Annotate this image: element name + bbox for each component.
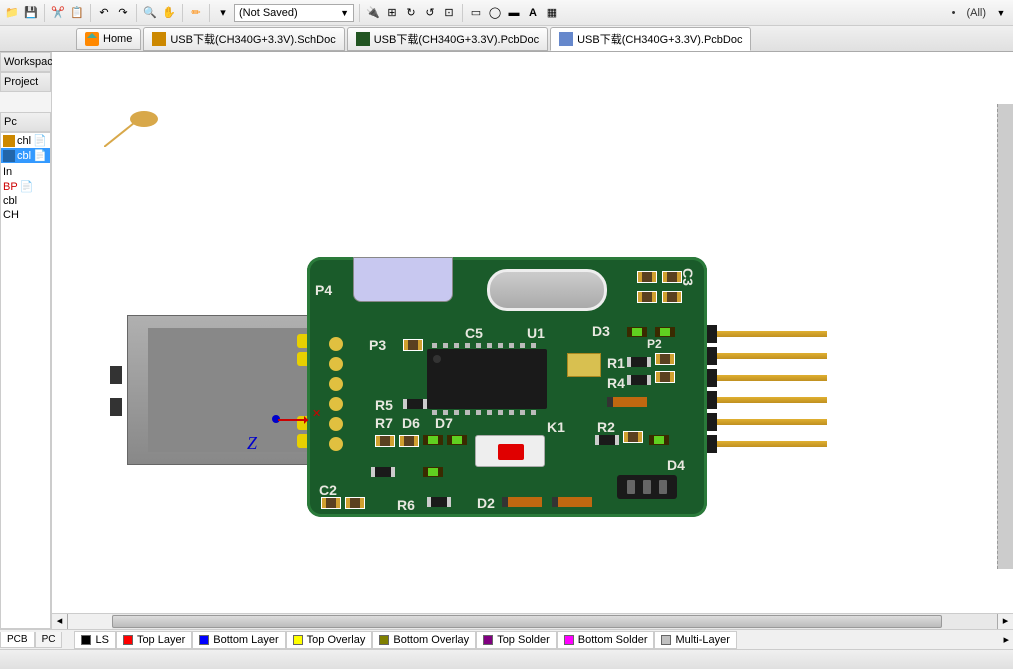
filter-dropdown-icon[interactable]: ▼ <box>993 5 1009 21</box>
tool-g-icon[interactable]: ◯ <box>487 5 503 21</box>
tree-item[interactable]: In <box>1 165 50 179</box>
layer-top[interactable]: Top Layer <box>116 631 192 649</box>
filter-label: (All) <box>962 7 990 19</box>
dangle-artifact <box>104 107 164 147</box>
bottom-tabbar: PCB PC LS Top Layer Bottom Layer Top Ove… <box>0 629 1013 649</box>
usb-connector-icon <box>127 315 327 465</box>
pcb-3d-icon <box>559 32 573 46</box>
tool-dropdown-icon[interactable]: ▾ <box>215 5 231 21</box>
project-header[interactable]: Project <box>0 72 51 92</box>
silk-ref: P4 <box>315 282 332 298</box>
tool-hand-icon[interactable]: ✋ <box>161 5 177 21</box>
layer-multi[interactable]: Multi-Layer <box>654 631 736 649</box>
tact-switch-icon <box>475 435 545 467</box>
tab-home-label: Home <box>103 33 132 45</box>
tab-home[interactable]: Home <box>76 28 141 50</box>
silk-ref: K1 <box>547 419 565 435</box>
project-sidebar: Workspace Project Pc chl📄 cbl📄 In BP📄 cb… <box>0 52 52 629</box>
status-bar <box>0 649 1013 669</box>
tool-i-icon[interactable]: ▦ <box>544 5 560 21</box>
pcb-icon <box>356 32 370 46</box>
torn-edge-icon <box>997 104 1013 569</box>
filter-bullet: • <box>948 7 960 19</box>
tab-pcb[interactable]: USB下载(CH340G+3.3V).PcbDoc <box>347 27 548 51</box>
tab-pcb-label: USB下载(CH340G+3.3V).PcbDoc <box>374 31 539 47</box>
tree-item[interactable]: cbl <box>1 194 50 208</box>
tool-h-icon[interactable]: ▬ <box>506 5 522 21</box>
workspace-header[interactable]: Workspace <box>0 52 51 72</box>
btab-pc[interactable]: PC <box>35 632 63 648</box>
main-area: Workspace Project Pc chl📄 cbl📄 In BP📄 cb… <box>0 52 1013 629</box>
layer-bottom-solder[interactable]: Bottom Solder <box>557 631 655 649</box>
tool-d-icon[interactable]: ↺ <box>422 5 438 21</box>
document-tabbar: Home USB下载(CH340G+3.3V).SchDoc USB下载(CH3… <box>0 26 1013 52</box>
silk-ref: D3 <box>592 323 610 339</box>
pcb-board-icon: P4 P3 C5 U1 D3 C3 R1 R4 P2 R5 R7 D6 D7 K… <box>307 257 707 517</box>
tree-item[interactable]: cbl📄 <box>1 148 50 163</box>
silk-ref: R2 <box>597 419 615 435</box>
tool-copy-icon[interactable]: 📋 <box>69 5 85 21</box>
silk-ref: R1 <box>607 355 625 371</box>
silk-ref: D6 <box>402 415 420 431</box>
tool-e-icon[interactable]: ⊡ <box>441 5 457 21</box>
silk-ref: P3 <box>369 337 386 353</box>
home-icon <box>85 32 99 46</box>
tool-highlight-icon[interactable]: ✏ <box>188 5 204 21</box>
layer-bottom[interactable]: Bottom Layer <box>192 631 285 649</box>
tool-c-icon[interactable]: ↻ <box>403 5 419 21</box>
main-toolbar: 📁 💾 ✂️ 📋 ↶ ↷ 🔍 ✋ ✏ ▾ (Not Saved) ▼ 🔌 ⊞ ↻… <box>0 0 1013 26</box>
layer-top-overlay[interactable]: Top Overlay <box>286 631 373 649</box>
horizontal-scrollbar[interactable]: ◂ ▸ <box>52 613 1013 629</box>
silk-ref: D2 <box>477 495 495 511</box>
tool-a-icon[interactable]: 🔌 <box>365 5 381 21</box>
saved-state-dropdown[interactable]: (Not Saved) ▼ <box>234 4 354 22</box>
axis-z-label: Z <box>247 433 257 454</box>
layer-nav-icon[interactable]: ▸ <box>999 633 1013 646</box>
silk-ref: R6 <box>397 497 415 513</box>
tool-cut-icon[interactable]: ✂️ <box>50 5 66 21</box>
crystal-icon <box>487 269 607 311</box>
silk-ref: D4 <box>667 457 685 473</box>
dip-switch-icon <box>617 475 677 499</box>
silk-ref: C5 <box>465 325 483 341</box>
silk-ref: R4 <box>607 375 625 391</box>
tool-redo-icon[interactable]: ↷ <box>115 5 131 21</box>
layer-top-solder[interactable]: Top Solder <box>476 631 557 649</box>
schematic-icon <box>152 32 166 46</box>
tool-f-icon[interactable]: ▭ <box>468 5 484 21</box>
silk-ref: C3 <box>680 268 696 286</box>
ic-chip-icon <box>427 349 547 409</box>
tab-pcb3d-label: USB下载(CH340G+3.3V).PcbDoc <box>577 31 742 47</box>
tree-item[interactable]: CH <box>1 208 50 222</box>
micro-usb-icon <box>353 257 453 302</box>
btab-pcb[interactable]: PCB <box>0 632 35 648</box>
panel-header-3[interactable]: Pc <box>0 112 51 132</box>
tree-item[interactable]: chl📄 <box>1 133 50 148</box>
silk-ref: C2 <box>319 482 337 498</box>
tab-pcb-3d[interactable]: USB下载(CH340G+3.3V).PcbDoc <box>550 27 751 51</box>
saved-state-text: (Not Saved) <box>239 7 298 19</box>
tool-zoom-icon[interactable]: 🔍 <box>142 5 158 21</box>
project-tree[interactable]: chl📄 cbl📄 In BP📄 cbl CH <box>0 132 51 629</box>
tool-text-icon[interactable]: A <box>525 5 541 21</box>
silk-ref: D7 <box>435 415 453 431</box>
silk-ref: R7 <box>375 415 393 431</box>
pin-header-icon <box>707 325 827 453</box>
silk-ref: R5 <box>375 397 393 413</box>
tab-schematic[interactable]: USB下载(CH340G+3.3V).SchDoc <box>143 27 344 51</box>
tool-save-icon[interactable]: 💾 <box>23 5 39 21</box>
tree-item[interactable]: BP📄 <box>1 179 50 194</box>
tool-b-icon[interactable]: ⊞ <box>384 5 400 21</box>
tool-open-icon[interactable]: 📁 <box>4 5 20 21</box>
tab-sch-label: USB下载(CH340G+3.3V).SchDoc <box>170 31 335 47</box>
layer-ls[interactable]: LS <box>74 631 115 649</box>
layer-bottom-overlay[interactable]: Bottom Overlay <box>372 631 476 649</box>
tool-undo-icon[interactable]: ↶ <box>96 5 112 21</box>
silk-ref: U1 <box>527 325 545 341</box>
silk-ref: P2 <box>647 337 662 351</box>
pcb-3d-viewport[interactable]: P4 P3 C5 U1 D3 C3 R1 R4 P2 R5 R7 D6 D7 K… <box>52 52 1013 629</box>
